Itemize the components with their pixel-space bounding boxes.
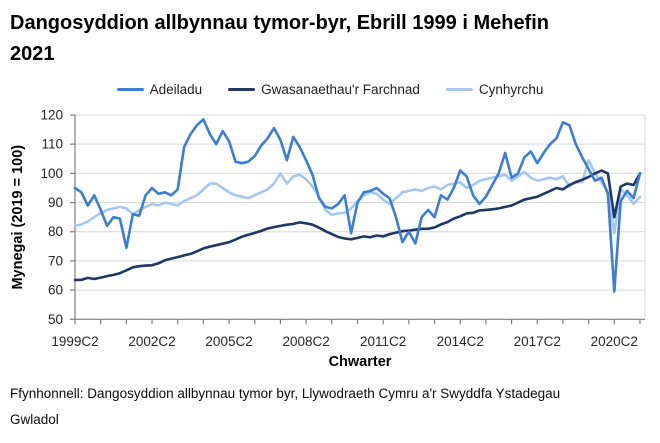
legend-label-adeiladu: Adeiladu <box>149 81 203 97</box>
x-tick-label: 1999C2 <box>51 334 98 349</box>
y-tick-label: 70 <box>48 253 63 268</box>
y-tick-label: 100 <box>40 166 63 181</box>
series-line-gwasanaethaur-farchnad <box>73 169 642 282</box>
y-tick-label: 50 <box>48 312 63 327</box>
legend-label-gwasanaethaur-farchnad: Gwasanaethau'r Farchnad <box>261 81 420 97</box>
legend-item-gwasanaethaur-farchnad: Gwasanaethau'r Farchnad <box>228 82 420 97</box>
series-line-adeiladu <box>73 118 642 293</box>
source-note: Ffynhonnell: Dangosyddion allbynnau tymo… <box>10 386 561 427</box>
x-tick-label: 2008C2 <box>282 334 329 349</box>
x-tick-label: 2017C2 <box>514 334 561 349</box>
legend: Adeiladu Gwasanaethau'r Farchnad Cynhyrc… <box>0 80 660 98</box>
x-tick-label: 2005C2 <box>205 334 252 349</box>
x-tick-label: 2002C2 <box>128 334 175 349</box>
y-tick-label: 60 <box>48 283 63 298</box>
y-axis-title: Mynegai (2019 = 100) <box>10 145 26 290</box>
y-tick-label: 120 <box>40 108 63 123</box>
legend-line-adeiladu-icon <box>116 87 144 91</box>
x-tick-label: 2020C2 <box>591 334 638 349</box>
x-tick-label: 2014C2 <box>437 334 484 349</box>
page-title: Dangosyddion allbynnau tymor-byr, Ebrill… <box>10 12 549 65</box>
x-axis-title: Chwarter <box>329 354 392 370</box>
legend-item-cynhyrchu: Cynhyrchu <box>445 81 544 97</box>
series-line-cynhyrchu <box>73 158 642 235</box>
y-tick-label: 90 <box>48 195 63 210</box>
y-tick-label: 110 <box>41 137 63 152</box>
x-tick-label: 2011C2 <box>360 334 406 349</box>
legend-line-gwasanaethaur-farchnad-icon <box>228 87 256 91</box>
legend-line-cynhyrchu-icon <box>445 87 473 91</box>
legend-label-cynhyrchu: Cynhyrchu <box>478 81 544 97</box>
y-tick-label: 80 <box>48 224 63 239</box>
line-chart: 50 60 70 80 90 100 110 120 1999C2 2002C2 2005C2 200… <box>10 108 646 370</box>
legend-item-adeiladu: Adeiladu <box>116 81 203 97</box>
